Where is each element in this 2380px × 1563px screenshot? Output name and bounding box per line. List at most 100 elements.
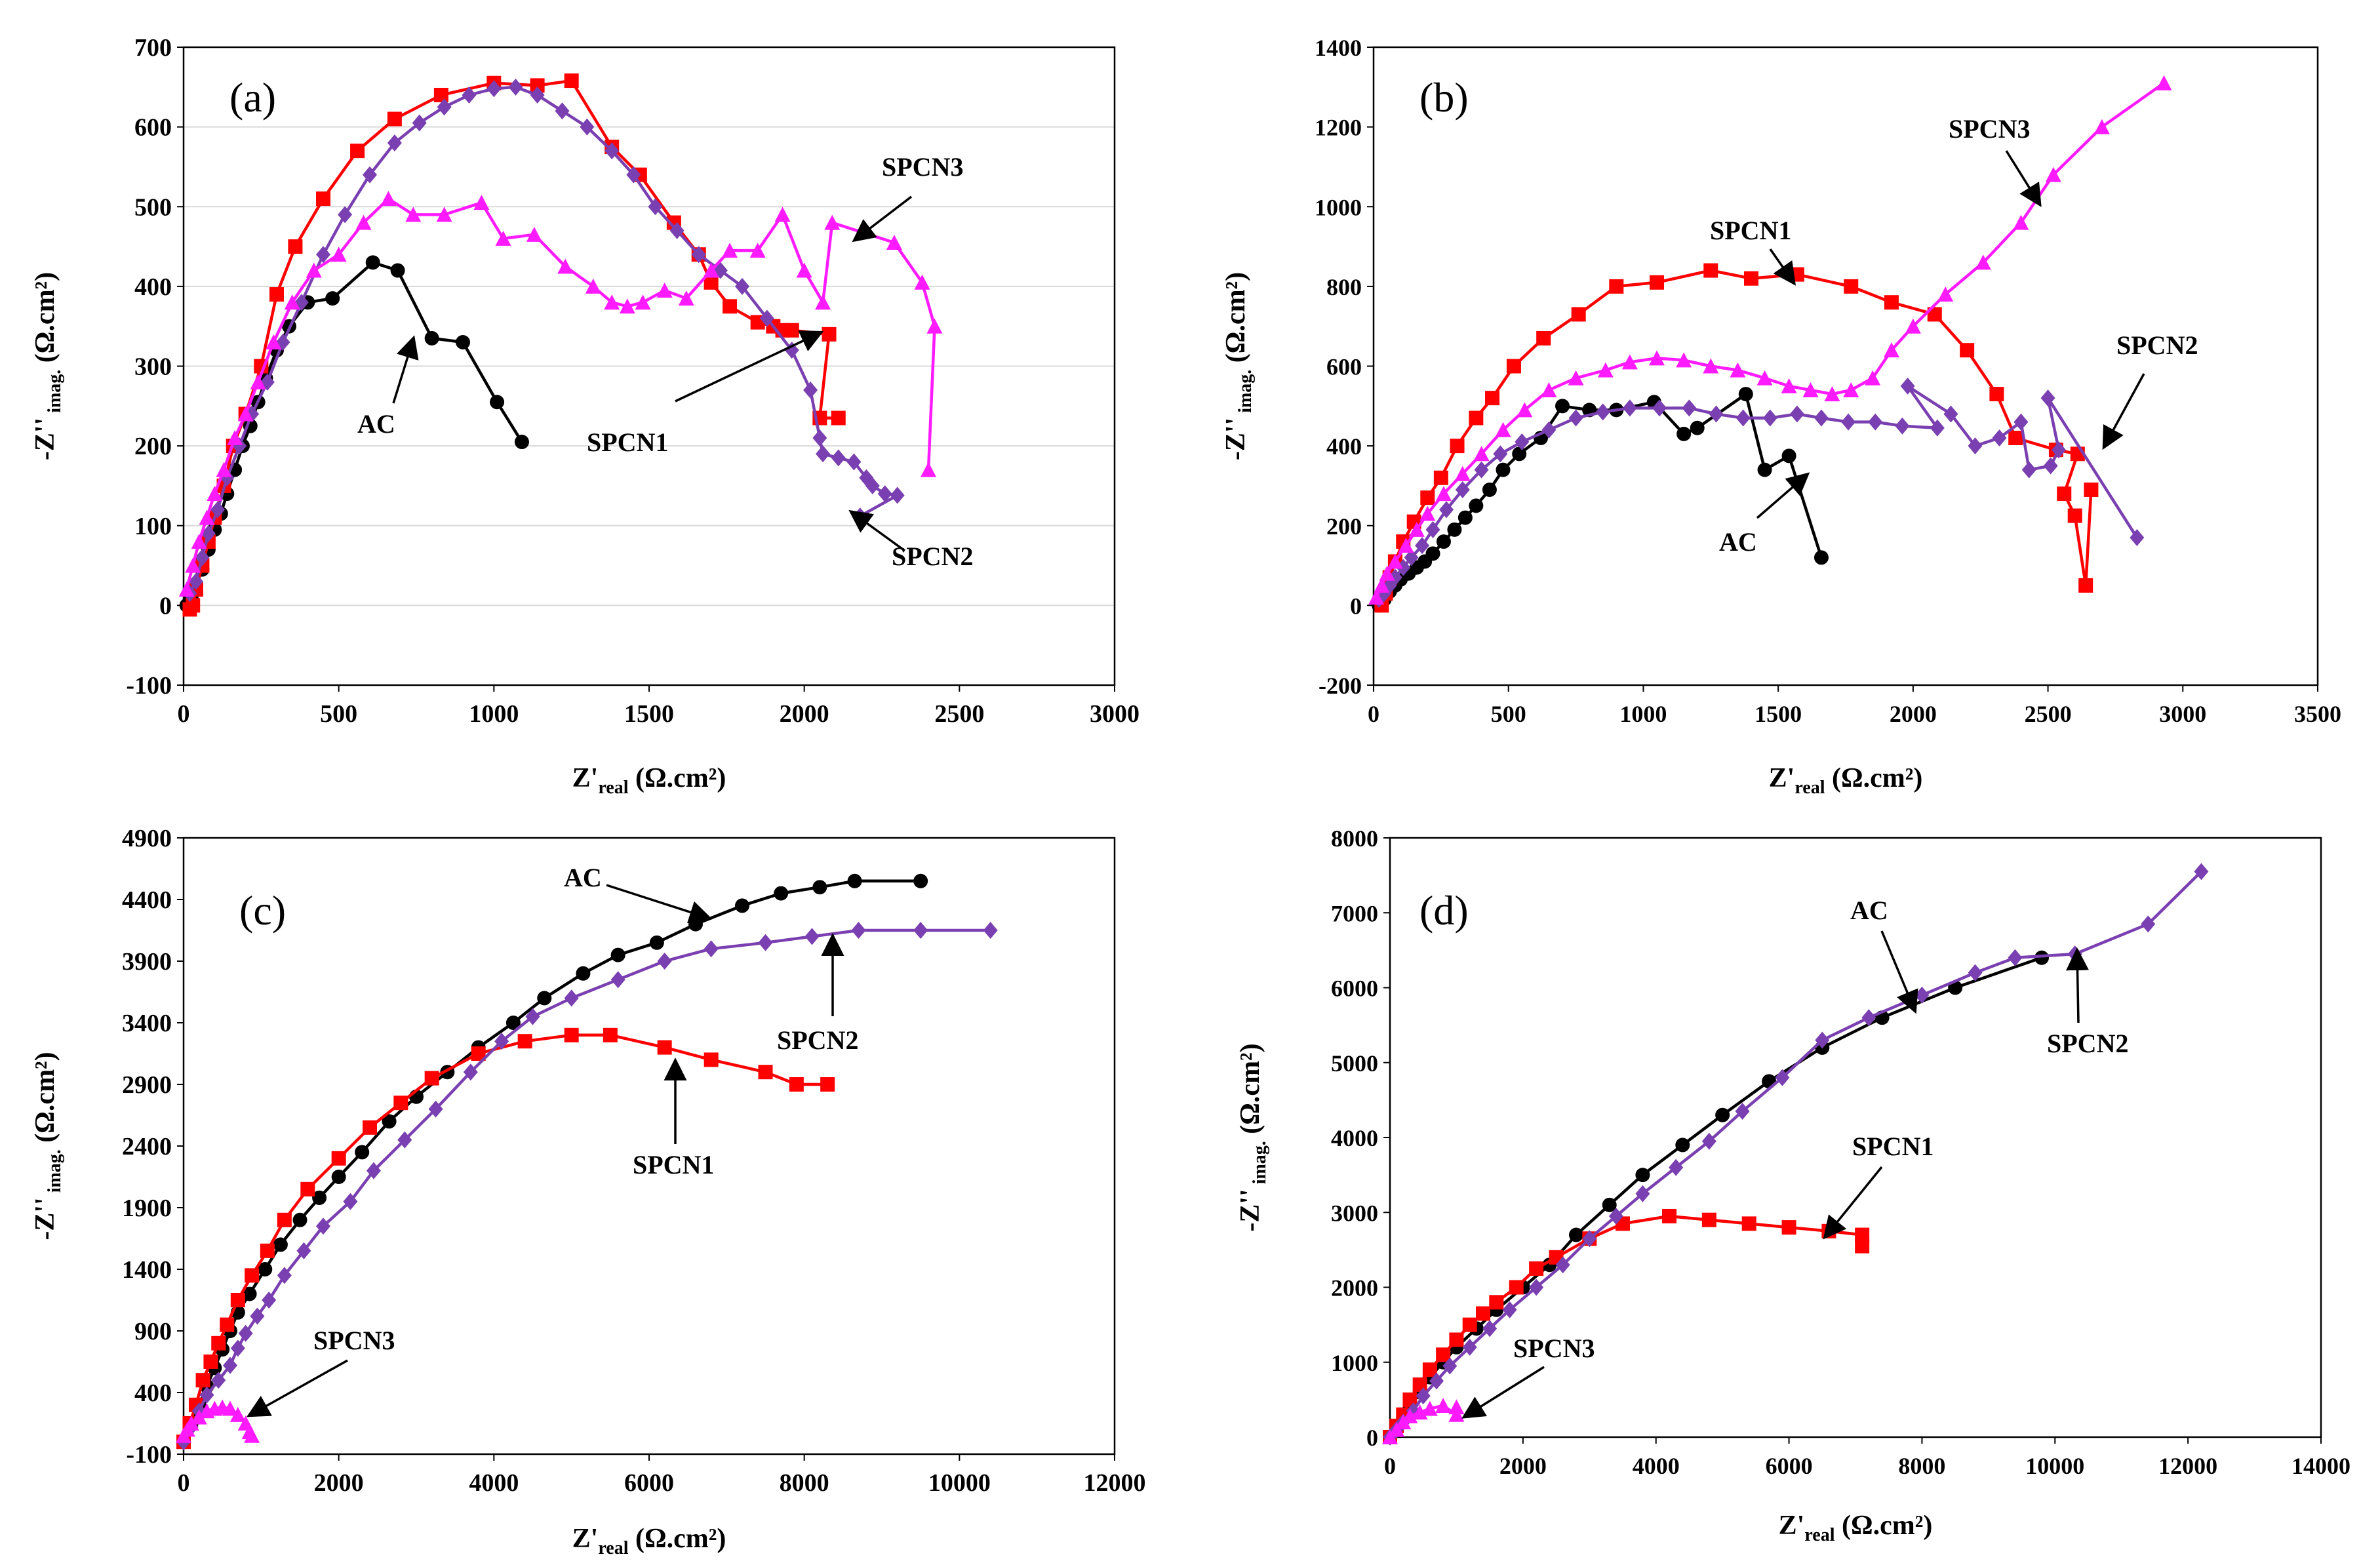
data-point-spcn1 [564,73,579,89]
data-point-spcn1 [789,1077,804,1092]
data-point-spcn1 [1703,263,1718,278]
data-point-ac [325,291,340,306]
annotation-spcn2: SPCN2 [777,1025,858,1055]
data-point-spcn3 [436,207,452,222]
data-point-ac [1635,1168,1650,1183]
annotation-spcn3: SPCN3 [313,1326,395,1355]
data-point-spcn1 [1884,295,1899,310]
data-point-spcn3 [722,243,738,258]
data-point-ac [1738,387,1753,402]
data-point-spcn2 [1968,964,1983,981]
data-point-spcn2 [1789,405,1804,423]
y-tick-label: 400 [1326,433,1362,460]
y-tick-label: 0 [1350,593,1362,619]
data-point-spcn2 [605,142,620,160]
x-tick-label: 500 [1491,701,1526,727]
data-point-ac [1757,462,1772,477]
data-point-spcn1 [1701,1212,1716,1227]
panel-label: (d) [1419,887,1469,934]
data-point-spcn3 [250,374,266,389]
data-point-spcn2 [759,309,774,327]
data-point-ac [1482,483,1497,498]
data-point-spcn1 [1927,307,1942,322]
series-spcn2 [1383,863,2209,1446]
data-point-ac [312,1190,327,1205]
y-tick-label: 2900 [122,1071,172,1099]
data-point-spcn2 [366,1162,381,1179]
data-point-spcn3 [1597,362,1614,378]
data-point-ac [1781,448,1796,464]
data-point-spcn1 [220,1317,235,1332]
y-tick-label: 3900 [122,948,172,976]
data-point-spcn2 [1900,377,1915,395]
data-point-spcn2 [201,524,216,542]
data-point-spcn3 [774,207,791,222]
data-point-spcn1 [424,1071,439,1086]
data-point-spcn1 [1433,470,1448,485]
y-tick-label: 4000 [1331,1125,1378,1151]
data-point-spcn2 [1404,549,1419,566]
data-point-spcn1 [2084,483,2099,498]
data-point-spcn2 [913,922,928,939]
annotation-arrow [1756,472,1810,519]
y-tick-label: 700 [134,34,172,62]
x-tick-label: 8000 [780,1469,829,1497]
x-tick-label: 0 [178,700,190,728]
y-tick-label: 1900 [122,1195,172,1222]
y-axis-label: -Z'' imag. (Ω.cm²) [30,1052,65,1240]
y-tick-label: 7000 [1331,900,1378,926]
data-point-spcn3 [1843,382,1859,397]
panel-label: (c) [239,887,286,934]
data-point-spcn3 [1975,254,1991,270]
annotation-arrow [675,330,824,403]
data-point-spcn2 [1622,399,1637,417]
data-point-spcn2 [250,1307,265,1325]
data-point-spcn2 [1735,409,1751,427]
x-tick-label: 10000 [928,1469,991,1497]
data-point-spcn3 [886,234,902,250]
data-point-spcn2 [387,134,402,151]
data-point-spcn1 [277,1212,292,1227]
data-point-ac [913,873,928,888]
x-tick-label: 2000 [1499,1453,1547,1479]
data-point-spcn3 [405,207,422,222]
annotation-arrow [246,1359,348,1417]
data-point-spcn2 [890,486,905,504]
data-point-spcn1 [1506,359,1521,374]
x-tick-label: 0 [1368,701,1379,727]
data-point-spcn2 [1462,1338,1477,1356]
data-point-spcn1 [1420,490,1435,505]
y-axis-label: -Z'' imag. (Ω.cm²) [30,272,65,460]
data-point-spcn1 [1450,439,1465,454]
data-point-spcn3 [1419,505,1436,521]
data-point-ac [1469,498,1484,513]
data-point-spcn2 [199,1386,214,1404]
data-point-ac [774,886,789,901]
data-point-spcn1 [704,275,719,290]
data-point-spcn1 [758,1065,773,1080]
x-tick-label: 2000 [1890,701,1937,727]
data-point-ac [382,1114,397,1129]
data-point-spcn2 [816,445,831,463]
data-point-spcn2 [463,1063,478,1081]
data-point-spcn2 [580,118,595,136]
y-tick-label: 8000 [1331,825,1378,852]
x-tick-label: 2500 [934,700,984,728]
annotation-ac: AC [564,863,602,892]
data-point-spcn1 [195,1373,210,1388]
data-point-spcn2 [758,934,773,951]
series-line-spcn1 [1389,1214,1864,1438]
data-point-spcn2 [704,940,719,958]
data-point-spcn2 [1669,1158,1684,1176]
data-point-spcn3 [1756,370,1773,386]
data-point-spcn1 [831,410,846,425]
data-point-spcn1 [1436,1347,1451,1362]
data-point-spcn2 [851,922,866,939]
data-point-spcn2 [2040,389,2055,407]
data-point-ac [242,1286,257,1301]
data-point-spcn1 [530,78,545,93]
y-tick-label: 3400 [122,1010,172,1037]
data-point-spcn1 [1422,1362,1437,1377]
data-point-spcn3 [306,262,322,278]
x-tick-label: 12000 [2158,1453,2217,1479]
